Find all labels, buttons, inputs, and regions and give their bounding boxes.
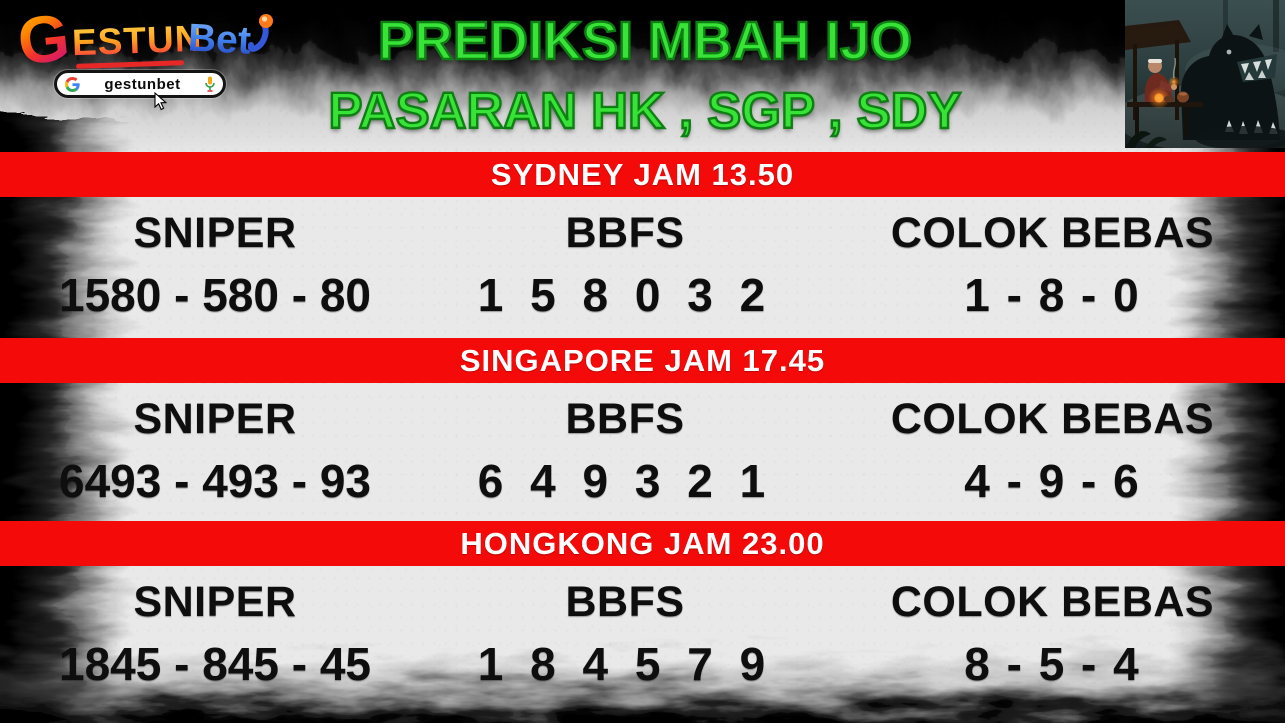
bbfs-label: BBFS: [565, 395, 685, 443]
section-hongkong: HONGKONG JAM 23.00 SNIPER 1845 - 845 - 4…: [0, 521, 1285, 721]
market-body: SNIPER 6493 - 493 - 93 BBFS 6 4 9 3 2 1 …: [0, 383, 1285, 521]
colok-bebas-column: COLOK BEBAS 4 - 9 - 6: [820, 388, 1285, 521]
sniper-value: 1580 - 580 - 80: [58, 269, 371, 321]
title-line-1: PREDIKSI MBAH IJO: [377, 11, 913, 71]
sniper-label: SNIPER: [133, 578, 297, 626]
right-grunge-edge: [1170, 118, 1285, 723]
bbfs-value: 1 8 4 5 7 9: [477, 638, 773, 690]
colok-bebas-value: 4 - 9 - 6: [964, 455, 1141, 507]
bbfs-column: BBFS 1 5 8 0 3 2: [430, 202, 820, 338]
title-line-2: PASARAN HK , SGP , SDY: [327, 82, 962, 139]
market-banner-sydney: SYDNEY JAM 13.50: [0, 152, 1285, 197]
market-sections: SYDNEY JAM 13.50 SNIPER 1580 - 580 - 80 …: [0, 152, 1285, 721]
bbfs-column: BBFS 6 4 9 3 2 1: [430, 388, 820, 521]
colok-bebas-column: COLOK BEBAS 8 - 5 - 4: [820, 571, 1285, 721]
search-query-text: gestunbet: [104, 75, 181, 93]
market-body: SNIPER 1580 - 580 - 80 BBFS 1 5 8 0 3 2 …: [0, 197, 1285, 338]
colok-bebas-column: COLOK BEBAS 1 - 8 - 0: [820, 202, 1285, 338]
sniper-column: SNIPER 1845 - 845 - 45: [0, 571, 430, 721]
sniper-value: 1845 - 845 - 45: [58, 638, 371, 690]
section-singapore: SINGAPORE JAM 17.45 SNIPER 6493 - 493 - …: [0, 338, 1285, 521]
brand-wordmark: G ESTUN Bet: [12, 0, 273, 78]
market-banner-singapore: SINGAPORE JAM 17.45: [0, 338, 1285, 383]
sniper-label: SNIPER: [133, 395, 297, 443]
brand-text-estun: ESTUN: [71, 17, 204, 64]
mic-icon: [205, 76, 215, 92]
google-g-icon: [65, 76, 80, 92]
sniper-column: SNIPER 6493 - 493 - 93: [0, 388, 430, 521]
gestunbet-logo[interactable]: G ESTUN Bet gestunbet: [12, 0, 273, 111]
search-input[interactable]: gestunbet: [54, 70, 226, 98]
market-body: SNIPER 1845 - 845 - 45 BBFS 1 8 4 5 7 9 …: [0, 566, 1285, 721]
sniper-label: SNIPER: [133, 209, 297, 257]
bbfs-label: BBFS: [565, 209, 685, 257]
sniper-value: 6493 - 493 - 93: [58, 455, 371, 507]
bottom-grunge-edge: [0, 651, 1285, 723]
colok-bebas-label: COLOK BEBAS: [890, 395, 1215, 443]
brand-text-bet: Bet: [186, 16, 252, 63]
swoosh-ball-icon: [247, 12, 274, 58]
page-title: PREDIKSI MBAH IJO PASARAN HK , SGP , SDY: [255, 8, 1035, 139]
bbfs-label: BBFS: [565, 578, 685, 626]
section-sydney: SYDNEY JAM 13.50 SNIPER 1580 - 580 - 80 …: [0, 152, 1285, 338]
cursor-arrow-icon: [154, 91, 168, 111]
bbfs-column: BBFS 1 8 4 5 7 9: [430, 571, 820, 721]
market-banner-hongkong: HONGKONG JAM 23.00: [0, 521, 1285, 566]
colok-bebas-label: COLOK BEBAS: [890, 209, 1215, 257]
bbfs-value: 6 4 9 3 2 1: [477, 455, 773, 507]
colok-bebas-value: 8 - 5 - 4: [964, 638, 1141, 690]
colok-bebas-label: COLOK BEBAS: [890, 578, 1215, 626]
left-grunge-edge: [0, 118, 130, 723]
colok-bebas-value: 1 - 8 - 0: [964, 269, 1141, 321]
shaman-and-giant-panther-illustration: [1115, 0, 1285, 152]
brand-letter-g: G: [14, 0, 74, 79]
bbfs-value: 1 5 8 0 3 2: [477, 269, 773, 321]
sniper-column: SNIPER 1580 - 580 - 80: [0, 202, 430, 338]
